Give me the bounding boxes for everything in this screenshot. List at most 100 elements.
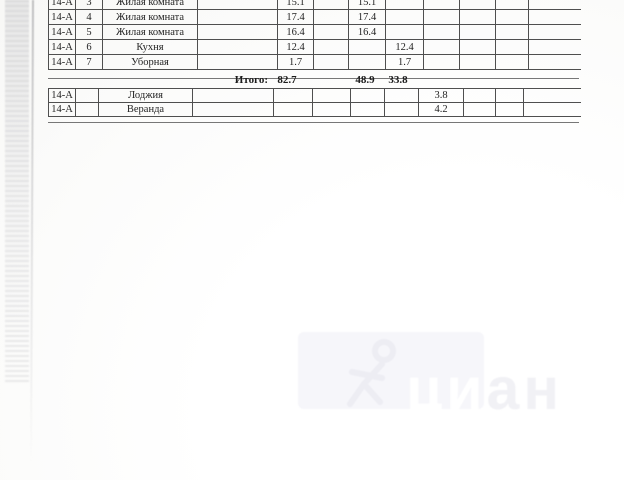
- table-row: 14-А 7 Уборная 1.7 1.7: [48, 54, 581, 70]
- empty-cell: [495, 24, 529, 40]
- totals-row: Итого: 82.7 48.9 33.8: [0, 74, 624, 87]
- empty-cell: [313, 39, 349, 55]
- cell-room-name: Веранда: [98, 102, 193, 117]
- empty-cell: [313, 54, 349, 70]
- cell-total-area: 12.4: [277, 39, 314, 55]
- table-row: 14-А 5 Жилая комната 16.4 16.4: [48, 24, 581, 40]
- cell-living-area: [348, 54, 386, 70]
- empty-cell: [273, 102, 313, 117]
- empty-cell: [313, 24, 349, 40]
- empty-cell: [312, 102, 351, 117]
- empty-cell: [523, 102, 581, 117]
- scan-edge-shadow: [5, 0, 29, 382]
- empty-cell: [75, 88, 99, 103]
- cell-room-name: Уборная: [102, 54, 198, 70]
- cell-litera: 14-А: [48, 54, 76, 70]
- watermark-text-left: ци: [406, 356, 487, 422]
- cell-living-area: 17.4: [348, 9, 386, 25]
- cell-total-area: 15.1: [277, 0, 314, 10]
- watermark-text: циан: [406, 360, 563, 419]
- cell-aux-area: [385, 9, 424, 25]
- cell-room-name: Жилая комната: [102, 24, 198, 40]
- empty-cell: [313, 9, 349, 25]
- cell-cold-area: 4.2: [418, 102, 464, 117]
- empty-cell: [528, 24, 581, 40]
- empty-cell: [350, 102, 385, 117]
- cell-total-area: 17.4: [277, 9, 314, 25]
- cell-litera: 14-А: [48, 24, 76, 40]
- empty-cell: [459, 24, 496, 40]
- empty-cell: [423, 39, 460, 55]
- empty-cell: [459, 54, 496, 70]
- empty-cell: [313, 0, 349, 10]
- cell-litera: 14-А: [48, 0, 76, 10]
- cell-room-number: 6: [75, 39, 103, 55]
- empty-cell: [528, 39, 581, 55]
- cell-total-area: 1.7: [277, 54, 314, 70]
- empty-cell: [528, 0, 581, 10]
- watermark-text-right: ан: [486, 356, 563, 422]
- annex-table: 14-А Лоджия 3.8 14-А Веранда 4.2: [48, 88, 581, 117]
- table-bottom-double-line: [48, 122, 579, 123]
- empty-cell: [528, 9, 581, 25]
- empty-cell: [495, 102, 524, 117]
- empty-cell: [463, 102, 496, 117]
- empty-cell: [463, 88, 496, 103]
- cell-living-area: 16.4: [348, 24, 386, 40]
- totals-total-area: 82.7: [277, 74, 297, 86]
- empty-cell: [197, 9, 278, 25]
- empty-cell: [459, 9, 496, 25]
- cell-litera: 14-А: [48, 102, 76, 117]
- empty-cell: [75, 102, 99, 117]
- totals-label: Итого:: [234, 74, 268, 86]
- empty-cell: [523, 88, 581, 103]
- empty-cell: [459, 0, 496, 10]
- empty-cell: [197, 0, 278, 10]
- empty-cell: [423, 0, 460, 10]
- page-crease-line: [29, 0, 35, 463]
- cell-total-area: 16.4: [277, 24, 314, 40]
- cell-aux-area: 1.7: [385, 54, 424, 70]
- table-row: 14-А 4 Жилая комната 17.4 17.4: [48, 9, 581, 25]
- table-row: 14-А Лоджия 3.8: [48, 88, 581, 103]
- empty-cell: [495, 0, 529, 10]
- empty-cell: [423, 24, 460, 40]
- table-row: 14-А Веранда 4.2: [48, 102, 581, 117]
- cell-litera: 14-А: [48, 9, 76, 25]
- empty-cell: [192, 102, 274, 117]
- cell-room-name: Жилая комната: [102, 9, 198, 25]
- cell-aux-area: 12.4: [385, 39, 424, 55]
- cell-aux-area: [385, 0, 424, 10]
- empty-cell: [423, 54, 460, 70]
- totals-living-area: 48.9: [355, 74, 375, 86]
- empty-cell: [197, 54, 278, 70]
- table-bottom-double-line: [48, 78, 579, 79]
- cell-room-number: 5: [75, 24, 103, 40]
- empty-cell: [459, 39, 496, 55]
- empty-cell: [495, 9, 529, 25]
- empty-cell: [384, 102, 419, 117]
- cell-room-number: 7: [75, 54, 103, 70]
- cell-cold-area: 3.8: [418, 88, 464, 103]
- empty-cell: [423, 9, 460, 25]
- cian-person-logo-icon: [342, 338, 400, 413]
- empty-cell: [197, 24, 278, 40]
- cell-room-name: Жилая комната: [102, 0, 198, 10]
- empty-cell: [273, 88, 313, 103]
- empty-cell: [384, 88, 419, 103]
- cell-living-area: 15.1: [348, 0, 386, 10]
- cell-litera: 14-А: [48, 88, 76, 103]
- empty-cell: [495, 88, 524, 103]
- empty-cell: [350, 88, 385, 103]
- explication-table: 14-А 3 Жилая комната 15.1 15.1 14-А 4 Жи…: [48, 0, 581, 70]
- empty-cell: [528, 54, 581, 70]
- empty-cell: [312, 88, 351, 103]
- totals-aux-area: 33.8: [388, 74, 408, 86]
- table-row: 14-А 6 Кухня 12.4 12.4: [48, 39, 581, 55]
- table-row: 14-А 3 Жилая комната 15.1 15.1: [48, 0, 581, 10]
- cell-room-number: 3: [75, 0, 103, 10]
- empty-cell: [495, 54, 529, 70]
- watermark-cian: циан: [298, 330, 578, 419]
- cell-room-name: Кухня: [102, 39, 198, 55]
